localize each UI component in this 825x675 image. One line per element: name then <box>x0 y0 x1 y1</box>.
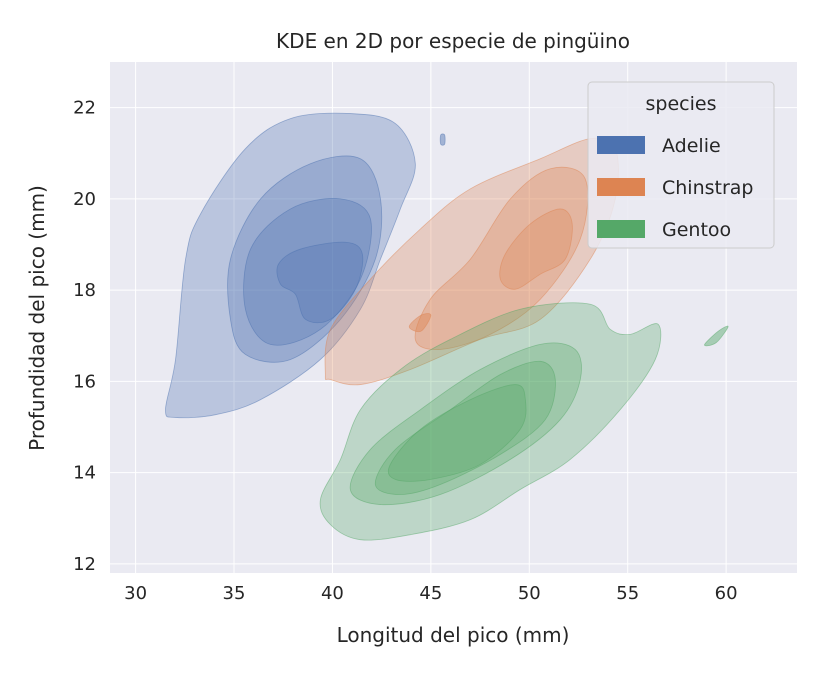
x-tick-label: 40 <box>321 583 344 604</box>
series-adelie <box>165 112 446 419</box>
x-axis-label: Longitud del pico (mm) <box>337 623 570 647</box>
x-tick-label: 45 <box>419 583 442 604</box>
contour-level-2 <box>227 155 383 363</box>
y-tick-label: 14 <box>73 463 96 484</box>
legend-swatch <box>597 178 645 196</box>
y-tick-label: 12 <box>73 554 96 575</box>
contour-level-3 <box>499 208 573 290</box>
y-axis-label: Profundidad del pico (mm) <box>25 185 49 451</box>
x-tick-label: 35 <box>223 583 246 604</box>
contour-level-4 <box>387 384 527 482</box>
y-tick-label: 18 <box>73 280 96 301</box>
contour-level-3 <box>243 198 372 346</box>
legend-entry: Adelie <box>662 135 721 157</box>
x-tick-label: 30 <box>124 583 147 604</box>
legend-swatch <box>597 136 645 154</box>
legend-box <box>587 81 775 249</box>
y-tick-label: 16 <box>73 371 96 392</box>
ticks: 30 35 40 45 50 55 60 12 14 16 18 20 22 <box>73 98 737 604</box>
contour-island <box>408 313 432 333</box>
contour-island <box>439 133 446 146</box>
x-tick-label: 50 <box>518 583 541 604</box>
contours <box>165 112 729 541</box>
contour-level-2 <box>414 166 589 350</box>
legend-title: species <box>646 93 717 115</box>
contour-island <box>704 325 729 347</box>
contour-level-1 <box>165 112 416 419</box>
legend-entry: Chinstrap <box>662 177 754 199</box>
x-tick-label: 60 <box>715 583 738 604</box>
series-gentoo <box>319 302 729 541</box>
contour-level-4 <box>276 241 364 324</box>
legend: species Adelie Chinstrap Gentoo <box>587 81 775 249</box>
legend-swatch <box>597 220 645 238</box>
x-tick-label: 55 <box>616 583 639 604</box>
y-tick-label: 20 <box>73 189 96 210</box>
contour-level-1 <box>319 302 662 541</box>
y-tick-label: 22 <box>73 98 96 119</box>
contour-level-2 <box>349 342 582 506</box>
chart-title: KDE en 2D por especie de pingüino <box>276 29 630 53</box>
contour-level-3 <box>374 360 556 495</box>
grid <box>110 62 797 573</box>
legend-entry: Gentoo <box>662 219 731 241</box>
